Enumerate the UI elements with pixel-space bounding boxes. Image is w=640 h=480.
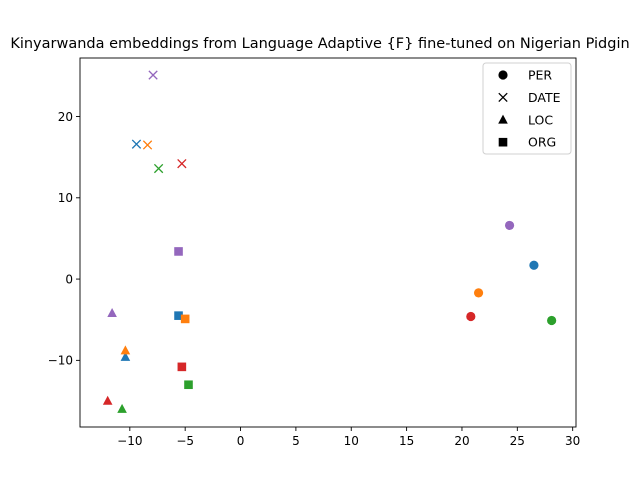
- x-tick-label: 25: [510, 434, 525, 448]
- legend-box: [482, 62, 572, 155]
- axes-frame: [79, 57, 577, 428]
- data-point-circle-4: [504, 220, 515, 231]
- x-tick-label: 10: [344, 434, 359, 448]
- data-point-square-3: [177, 362, 187, 372]
- data-point-square-1: [180, 314, 190, 324]
- data-point-circle-0: [529, 260, 539, 270]
- legend-marker-triangle: [498, 114, 508, 124]
- x-tick-label: 5: [292, 434, 300, 448]
- legend: PER DATE LOC ORG: [482, 62, 572, 155]
- x-tick-label: −5: [176, 434, 194, 448]
- legend-marker-circle: [498, 70, 508, 80]
- data-point-circle-1: [473, 288, 484, 298]
- y-tick-label: −10: [48, 354, 73, 368]
- data-point-circle-3: [466, 311, 476, 322]
- plot-area: −10 −5 0 5 10 15 20 25 30 −10 0 10 20: [48, 57, 580, 448]
- data-point-triangle-0: [120, 351, 131, 361]
- legend-label: ORG: [528, 135, 556, 150]
- y-tick-label: 10: [58, 191, 73, 205]
- x-tick-label: 15: [399, 434, 414, 448]
- legend-marker-x: [498, 92, 508, 103]
- legend-label: PER: [528, 68, 552, 83]
- legend-label: DATE: [528, 90, 561, 105]
- data-point-x-3: [177, 159, 187, 169]
- y-tick-label: 20: [58, 110, 73, 124]
- x-tick-label: 30: [565, 434, 580, 448]
- x-tick-label: 20: [454, 434, 469, 448]
- x-tick-label: −10: [117, 434, 142, 448]
- x-tick-label: 0: [237, 434, 245, 448]
- data-point-triangle-2: [117, 403, 127, 413]
- legend-label: LOC: [528, 112, 553, 127]
- data-point-circle-2: [547, 315, 557, 326]
- data-point-triangle-1: [120, 345, 131, 355]
- data-point-triangle-3: [102, 395, 113, 405]
- y-tick-label: 0: [65, 272, 73, 286]
- data-point-x-4: [148, 70, 158, 80]
- data-point-x-2: [153, 163, 164, 174]
- chart-title: Kinyarwanda embeddings from Language Ada…: [10, 36, 629, 52]
- data-point-x-0: [131, 139, 142, 149]
- data-point-square-0: [174, 311, 183, 320]
- data-point-square-4: [174, 247, 183, 256]
- data-point-square-2: [184, 380, 193, 390]
- data-point-x-1: [142, 140, 153, 150]
- legend-marker-square: [498, 137, 508, 147]
- data-point-triangle-4: [107, 308, 117, 318]
